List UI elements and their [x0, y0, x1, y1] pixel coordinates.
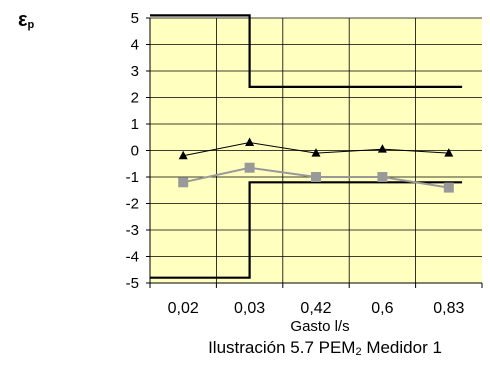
- x-tick-label: 0,6: [371, 300, 393, 317]
- y-tick-labels: 5 4 3 2 1 0 -1 -2 -3 -4 -5: [126, 10, 139, 292]
- x-axis-label: Gasto l/s: [290, 318, 350, 335]
- limit-line-upper: [150, 14, 463, 88]
- y-tick-label: 0: [131, 143, 139, 160]
- square-point: [443, 182, 454, 193]
- caption-subscript: 2: [355, 346, 362, 358]
- square-point: [178, 177, 189, 188]
- y-tick-label: 2: [131, 90, 139, 107]
- x-tick-label: 0,42: [300, 300, 331, 317]
- x-tick-label: 0,03: [234, 300, 265, 317]
- x-tick-labels: 0,02 0,03 0,42 0,6 0,83: [168, 300, 465, 317]
- triangle-point: [245, 137, 255, 147]
- triangle-point: [444, 148, 454, 157]
- caption-text-start: Ilustración 5.7 PEM: [208, 338, 356, 357]
- y-tick-label: -1: [126, 169, 139, 186]
- triangle-point: [377, 144, 387, 153]
- y-axis-label-symbol: ε: [18, 9, 28, 31]
- caption-text-end: Medidor 1: [361, 338, 442, 357]
- figure-caption: Ilustración 5.7 PEM2 Medidor 1: [160, 337, 490, 363]
- grid-lines: [150, 17, 482, 284]
- square-point: [244, 162, 255, 173]
- y-tick-label: 4: [131, 37, 139, 54]
- y-tick-label: -5: [126, 275, 139, 292]
- y-tick-label: -2: [126, 196, 139, 213]
- axes: [146, 17, 483, 288]
- y-axis-label-subscript: p: [27, 19, 35, 31]
- square-point: [311, 172, 321, 182]
- limit-line-lower: [150, 181, 463, 279]
- triangle-point: [178, 150, 188, 160]
- y-tick-label: 5: [131, 10, 139, 27]
- y-tick-label: -3: [126, 222, 139, 239]
- x-tick-label: 0,02: [168, 300, 199, 317]
- y-tick-label: 3: [131, 63, 139, 80]
- data-series: [178, 137, 454, 193]
- square-point: [377, 172, 388, 182]
- x-tick-label: 0,83: [433, 300, 464, 317]
- y-axis-label: εp: [18, 8, 34, 37]
- y-tick-label: 1: [131, 116, 139, 133]
- y-tick-label: -4: [126, 249, 139, 266]
- limit-lines: [150, 14, 463, 279]
- triangle-point: [311, 148, 321, 157]
